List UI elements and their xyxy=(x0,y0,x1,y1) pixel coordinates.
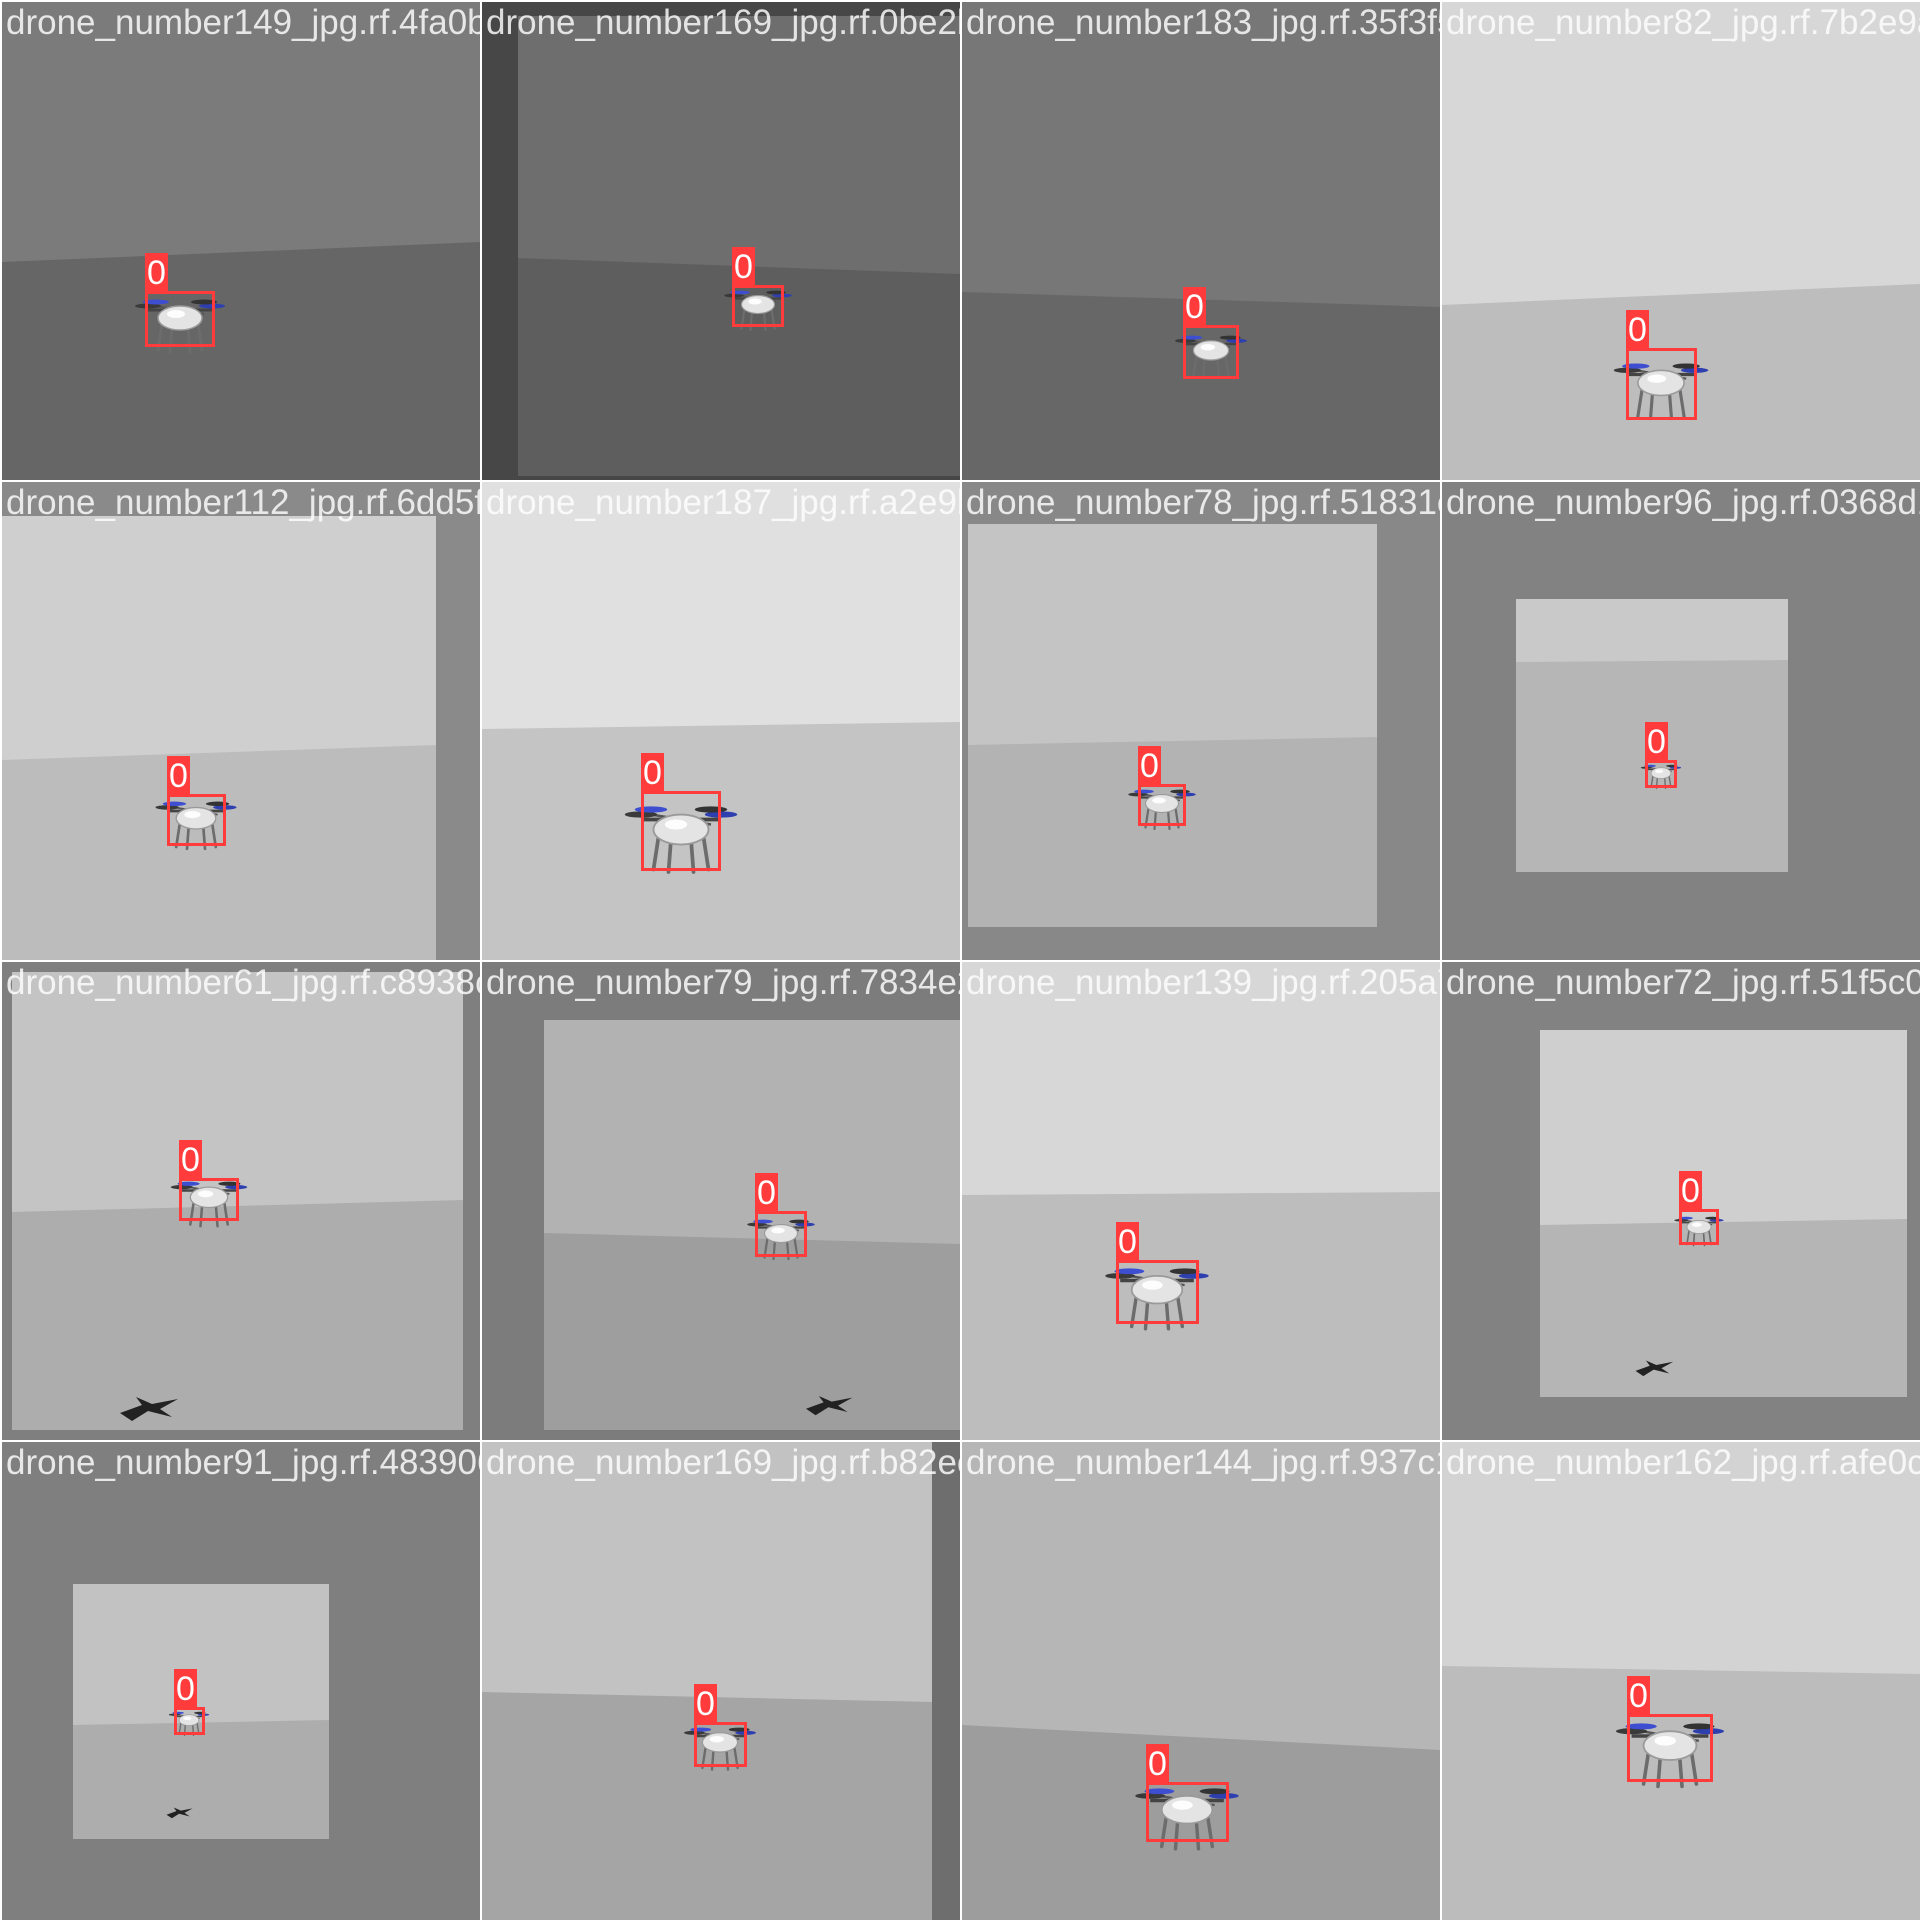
tile-filename: drone_number169_jpg.rf.0be2b4ecbf837ebb xyxy=(486,2,960,44)
tile-scene xyxy=(2,482,480,960)
bounding-box xyxy=(1183,325,1239,379)
tile-scene xyxy=(962,962,1440,1440)
image-tile: drone_number162_jpg.rf.afe0c1d2 0 xyxy=(1442,1442,1920,1920)
image-tile: drone_number61_jpg.rf.c8938c4e10aa7f779 0 xyxy=(2,962,480,1440)
tile-scene xyxy=(1442,1442,1920,1920)
class-label: 0 xyxy=(1138,746,1161,786)
class-label: 0 xyxy=(755,1173,778,1213)
bounding-box xyxy=(1645,760,1677,788)
image-tile: drone_number169_jpg.rf.b82ecf388bcf4ec2 0 xyxy=(482,1442,960,1920)
tile-filename: drone_number91_jpg.rf.483906b4b5b376a846… xyxy=(6,1442,480,1484)
tile-filename: drone_number61_jpg.rf.c8938c4e10aa7f779 xyxy=(6,962,480,1004)
bounding-box xyxy=(1116,1260,1199,1324)
tile-scene xyxy=(482,962,960,1440)
bounding-box xyxy=(1679,1209,1719,1245)
image-tile: drone_number169_jpg.rf.0be2b4ecbf837ebb 0 xyxy=(482,2,960,480)
tile-filename: drone_number149_jpg.rf.4fa0be4c0a2460ff xyxy=(6,2,480,44)
bounding-box xyxy=(1626,348,1697,420)
class-label: 0 xyxy=(174,1669,197,1709)
class-label: 0 xyxy=(179,1140,202,1180)
tile-scene xyxy=(2,962,480,1440)
class-label: 0 xyxy=(145,253,168,293)
tile-scene xyxy=(962,482,1440,960)
class-label: 0 xyxy=(1146,1744,1169,1784)
bounding-box xyxy=(1627,1714,1713,1782)
class-label: 0 xyxy=(641,753,664,793)
tile-filename: drone_number78_jpg.rf.51831ef79c8b4e96 xyxy=(966,482,1440,524)
tile-filename: drone_number72_jpg.rf.51f5c0a2 xyxy=(1446,962,1920,1004)
tile-scene xyxy=(962,1442,1440,1920)
bounding-box xyxy=(167,794,226,846)
tile-filename: drone_number162_jpg.rf.afe0c1d2 xyxy=(1446,1442,1920,1484)
class-label: 0 xyxy=(694,1684,717,1724)
image-tile: drone_number96_jpg.rf.0368d1c2 0 xyxy=(1442,482,1920,960)
class-label: 0 xyxy=(1679,1171,1702,1211)
image-tile: drone_number183_jpg.rf.35f3f5c8ef8a2c93 0 xyxy=(962,2,1440,480)
tile-filename: drone_number79_jpg.rf.7834e2b16a7615e1 xyxy=(486,962,960,1004)
tile-scene xyxy=(2,2,480,480)
tile-filename: drone_number144_jpg.rf.937c1a43788725162 xyxy=(966,1442,1440,1484)
image-tile: drone_number91_jpg.rf.483906b4b5b376a846… xyxy=(2,1442,480,1920)
tile-scene xyxy=(1442,482,1920,960)
bounding-box xyxy=(641,791,721,871)
bounding-box xyxy=(694,1722,747,1767)
class-label: 0 xyxy=(1626,310,1649,350)
bounding-box xyxy=(174,1707,205,1735)
tile-scene xyxy=(482,482,960,960)
tile-filename: drone_number183_jpg.rf.35f3f5c8ef8a2c93 xyxy=(966,2,1440,44)
bounding-box xyxy=(145,291,215,347)
tile-filename: drone_number187_jpg.rf.a2e9bde64532ec7d xyxy=(486,482,960,524)
class-label: 0 xyxy=(1645,722,1668,762)
bounding-box xyxy=(732,285,784,327)
image-tile: drone_number79_jpg.rf.7834e2b16a7615e1 0 xyxy=(482,962,960,1440)
tile-scene xyxy=(2,1442,480,1920)
image-tile: drone_number144_jpg.rf.937c1a43788725162… xyxy=(962,1442,1440,1920)
image-tile: drone_number82_jpg.rf.7b2e9ac1d0a41 0 xyxy=(1442,2,1920,480)
tile-scene xyxy=(482,1442,960,1920)
image-tile: drone_number72_jpg.rf.51f5c0a2 0 xyxy=(1442,962,1920,1440)
image-tile: drone_number139_jpg.rf.205a76ce91d46fc72… xyxy=(962,962,1440,1440)
tile-filename: drone_number169_jpg.rf.b82ecf388bcf4ec2 xyxy=(486,1442,960,1484)
image-tile: drone_number112_jpg.rf.6dd5f0a1c2e3b4 0 xyxy=(2,482,480,960)
bounding-box xyxy=(1146,1782,1229,1842)
class-label: 0 xyxy=(1183,287,1206,327)
tile-scene xyxy=(962,2,1440,480)
image-tile: drone_number78_jpg.rf.51831ef79c8b4e96 0 xyxy=(962,482,1440,960)
class-label: 0 xyxy=(1116,1222,1139,1262)
class-label: 0 xyxy=(167,756,190,796)
bounding-box xyxy=(755,1211,807,1257)
image-tile: drone_number149_jpg.rf.4fa0be4c0a2460ff 0 xyxy=(2,2,480,480)
tile-filename: drone_number96_jpg.rf.0368d1c2 xyxy=(1446,482,1920,524)
bounding-box xyxy=(1138,784,1186,826)
bounding-box xyxy=(179,1178,239,1221)
tile-scene xyxy=(482,2,960,480)
tile-filename: drone_number112_jpg.rf.6dd5f0a1c2e3b4 xyxy=(6,482,480,524)
tile-filename: drone_number139_jpg.rf.205a76ce91d46fc72 xyxy=(966,962,1440,1004)
tile-filename: drone_number82_jpg.rf.7b2e9ac1d0a41 xyxy=(1446,2,1920,44)
class-label: 0 xyxy=(732,247,755,287)
class-label: 0 xyxy=(1627,1676,1650,1716)
image-tile: drone_number187_jpg.rf.a2e9bde64532ec7d 0 xyxy=(482,482,960,960)
